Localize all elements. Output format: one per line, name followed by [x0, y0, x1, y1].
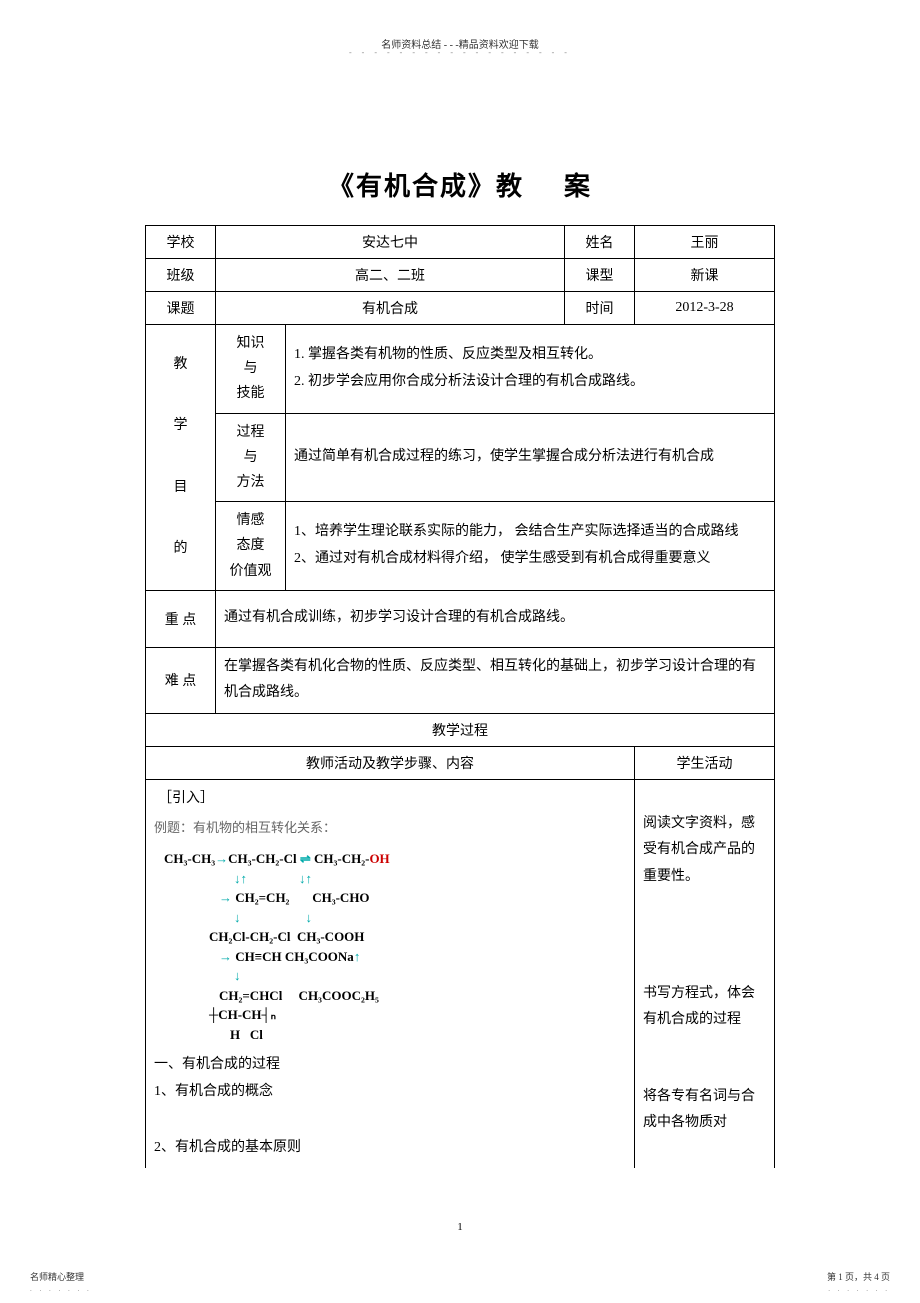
teacher-content: ［引入］ 例题：有机物的相互转化关系： CH₃-CH₃→CH₃-CH₂-Cl ⇌… — [146, 779, 635, 1168]
keypoint-content: 通过有机合成训练，初步学习设计合理的有机合成路线。 — [216, 590, 775, 647]
time-value: 2012-3-28 — [635, 292, 775, 325]
time-label: 时间 — [565, 292, 635, 325]
student-activity-1: 阅读文字资料，感受有机合成产品的重要性。 — [643, 811, 766, 891]
page-title: 《有机合成》教 案 — [0, 166, 920, 203]
title-part2: 案 — [564, 172, 592, 201]
teacher-header: 教师活动及教学步骤、内容 — [146, 746, 635, 779]
chemistry-diagram: CH₃-CH₃→CH₃-CH₂-Cl ⇌ CH₃-CH₂-OH ↓↑ ↓↑ → … — [164, 849, 626, 1044]
topic-value: 有机合成 — [216, 292, 565, 325]
table-row: 课题 有机合成 时间 2012-3-28 — [146, 292, 775, 325]
table-row: 班级 高二、二班 课型 新课 — [146, 259, 775, 292]
name-label: 姓名 — [565, 226, 635, 259]
type-value: 新课 — [635, 259, 775, 292]
emotion-content: 1、培养学生理论联系实际的能力， 会结合生产实际选择适当的合成路线2、通过对有机… — [286, 502, 775, 591]
title-part1: 《有机合成》教 — [328, 172, 524, 201]
table-row: 教学过程 — [146, 713, 775, 746]
body-line-2: 1、有机合成的概念 — [154, 1079, 626, 1106]
student-activity-3: 将各专有名词与合成中各物质对 — [643, 1084, 766, 1137]
knowledge-label: 知识与技能 — [216, 325, 286, 414]
emotion-label: 情感态度价值观 — [216, 502, 286, 591]
table-row: 教师活动及教学步骤、内容 学生活动 — [146, 746, 775, 779]
difficulty-content: 在掌握各类有机化合物的性质、反应类型、相互转化的基础上，初步学习设计合理的有机合… — [216, 647, 775, 713]
footer-left-dots: . . . . . . . — [30, 1285, 92, 1293]
table-row: 学校 安达七中 姓名 王丽 — [146, 226, 775, 259]
table-row: 重 点 通过有机合成训练，初步学习设计合理的有机合成路线。 — [146, 590, 775, 647]
table-row: ［引入］ 例题：有机物的相互转化关系： CH₃-CH₃→CH₃-CH₂-Cl ⇌… — [146, 779, 775, 1168]
lesson-plan-table: 学校 安达七中 姓名 王丽 班级 高二、二班 课型 新课 课题 有机合成 时间 … — [145, 225, 775, 1168]
process-label: 过程与方法 — [216, 413, 286, 502]
table-row: 难 点 在掌握各类有机化合物的性质、反应类型、相互转化的基础上，初步学习设计合理… — [146, 647, 775, 713]
process-content: 通过简单有机合成过程的练习，使学生掌握合成分析法进行有机合成 — [286, 413, 775, 502]
body-line-3: 2、有机合成的基本原则 — [154, 1135, 626, 1162]
class-value: 高二、二班 — [216, 259, 565, 292]
name-value: 王丽 — [635, 226, 775, 259]
table-row: 过程与方法 通过简单有机合成过程的练习，使学生掌握合成分析法进行有机合成 — [146, 413, 775, 502]
student-activity-2: 书写方程式，体会有机合成的过程 — [643, 981, 766, 1034]
student-header: 学生活动 — [635, 746, 775, 779]
table-row: 教学目的 知识与技能 1. 掌握各类有机物的性质、反应类型及相互转化。2. 初步… — [146, 325, 775, 414]
school-value: 安达七中 — [216, 226, 565, 259]
process-section-header: 教学过程 — [146, 713, 775, 746]
student-content: 阅读文字资料，感受有机合成产品的重要性。 书写方程式，体会有机合成的过程 将各专… — [635, 779, 775, 1168]
header-dots: - - - - - - - - - - - - - - - - - - — [0, 48, 920, 57]
footer-left: 名师精心整理 — [30, 1270, 84, 1283]
difficulty-label: 难 点 — [146, 647, 216, 713]
table-row: 情感态度价值观 1、培养学生理论联系实际的能力， 会结合生产实际选择适当的合成路… — [146, 502, 775, 591]
goals-label: 教学目的 — [146, 325, 216, 591]
page-number: 1 — [0, 1221, 920, 1233]
footer-right-dots: . . . . . . . — [828, 1285, 890, 1293]
example-text: 例题：有机物的相互转化关系： — [154, 816, 626, 841]
footer-right: 第 1 页，共 4 页 — [827, 1270, 890, 1283]
keypoint-label: 重 点 — [146, 590, 216, 647]
type-label: 课型 — [565, 259, 635, 292]
school-label: 学校 — [146, 226, 216, 259]
knowledge-content: 1. 掌握各类有机物的性质、反应类型及相互转化。2. 初步学会应用你合成分析法设… — [286, 325, 775, 414]
class-label: 班级 — [146, 259, 216, 292]
intro-label: ［引入］ — [158, 786, 626, 813]
body-line-1: 一、有机合成的过程 — [154, 1052, 626, 1079]
topic-label: 课题 — [146, 292, 216, 325]
